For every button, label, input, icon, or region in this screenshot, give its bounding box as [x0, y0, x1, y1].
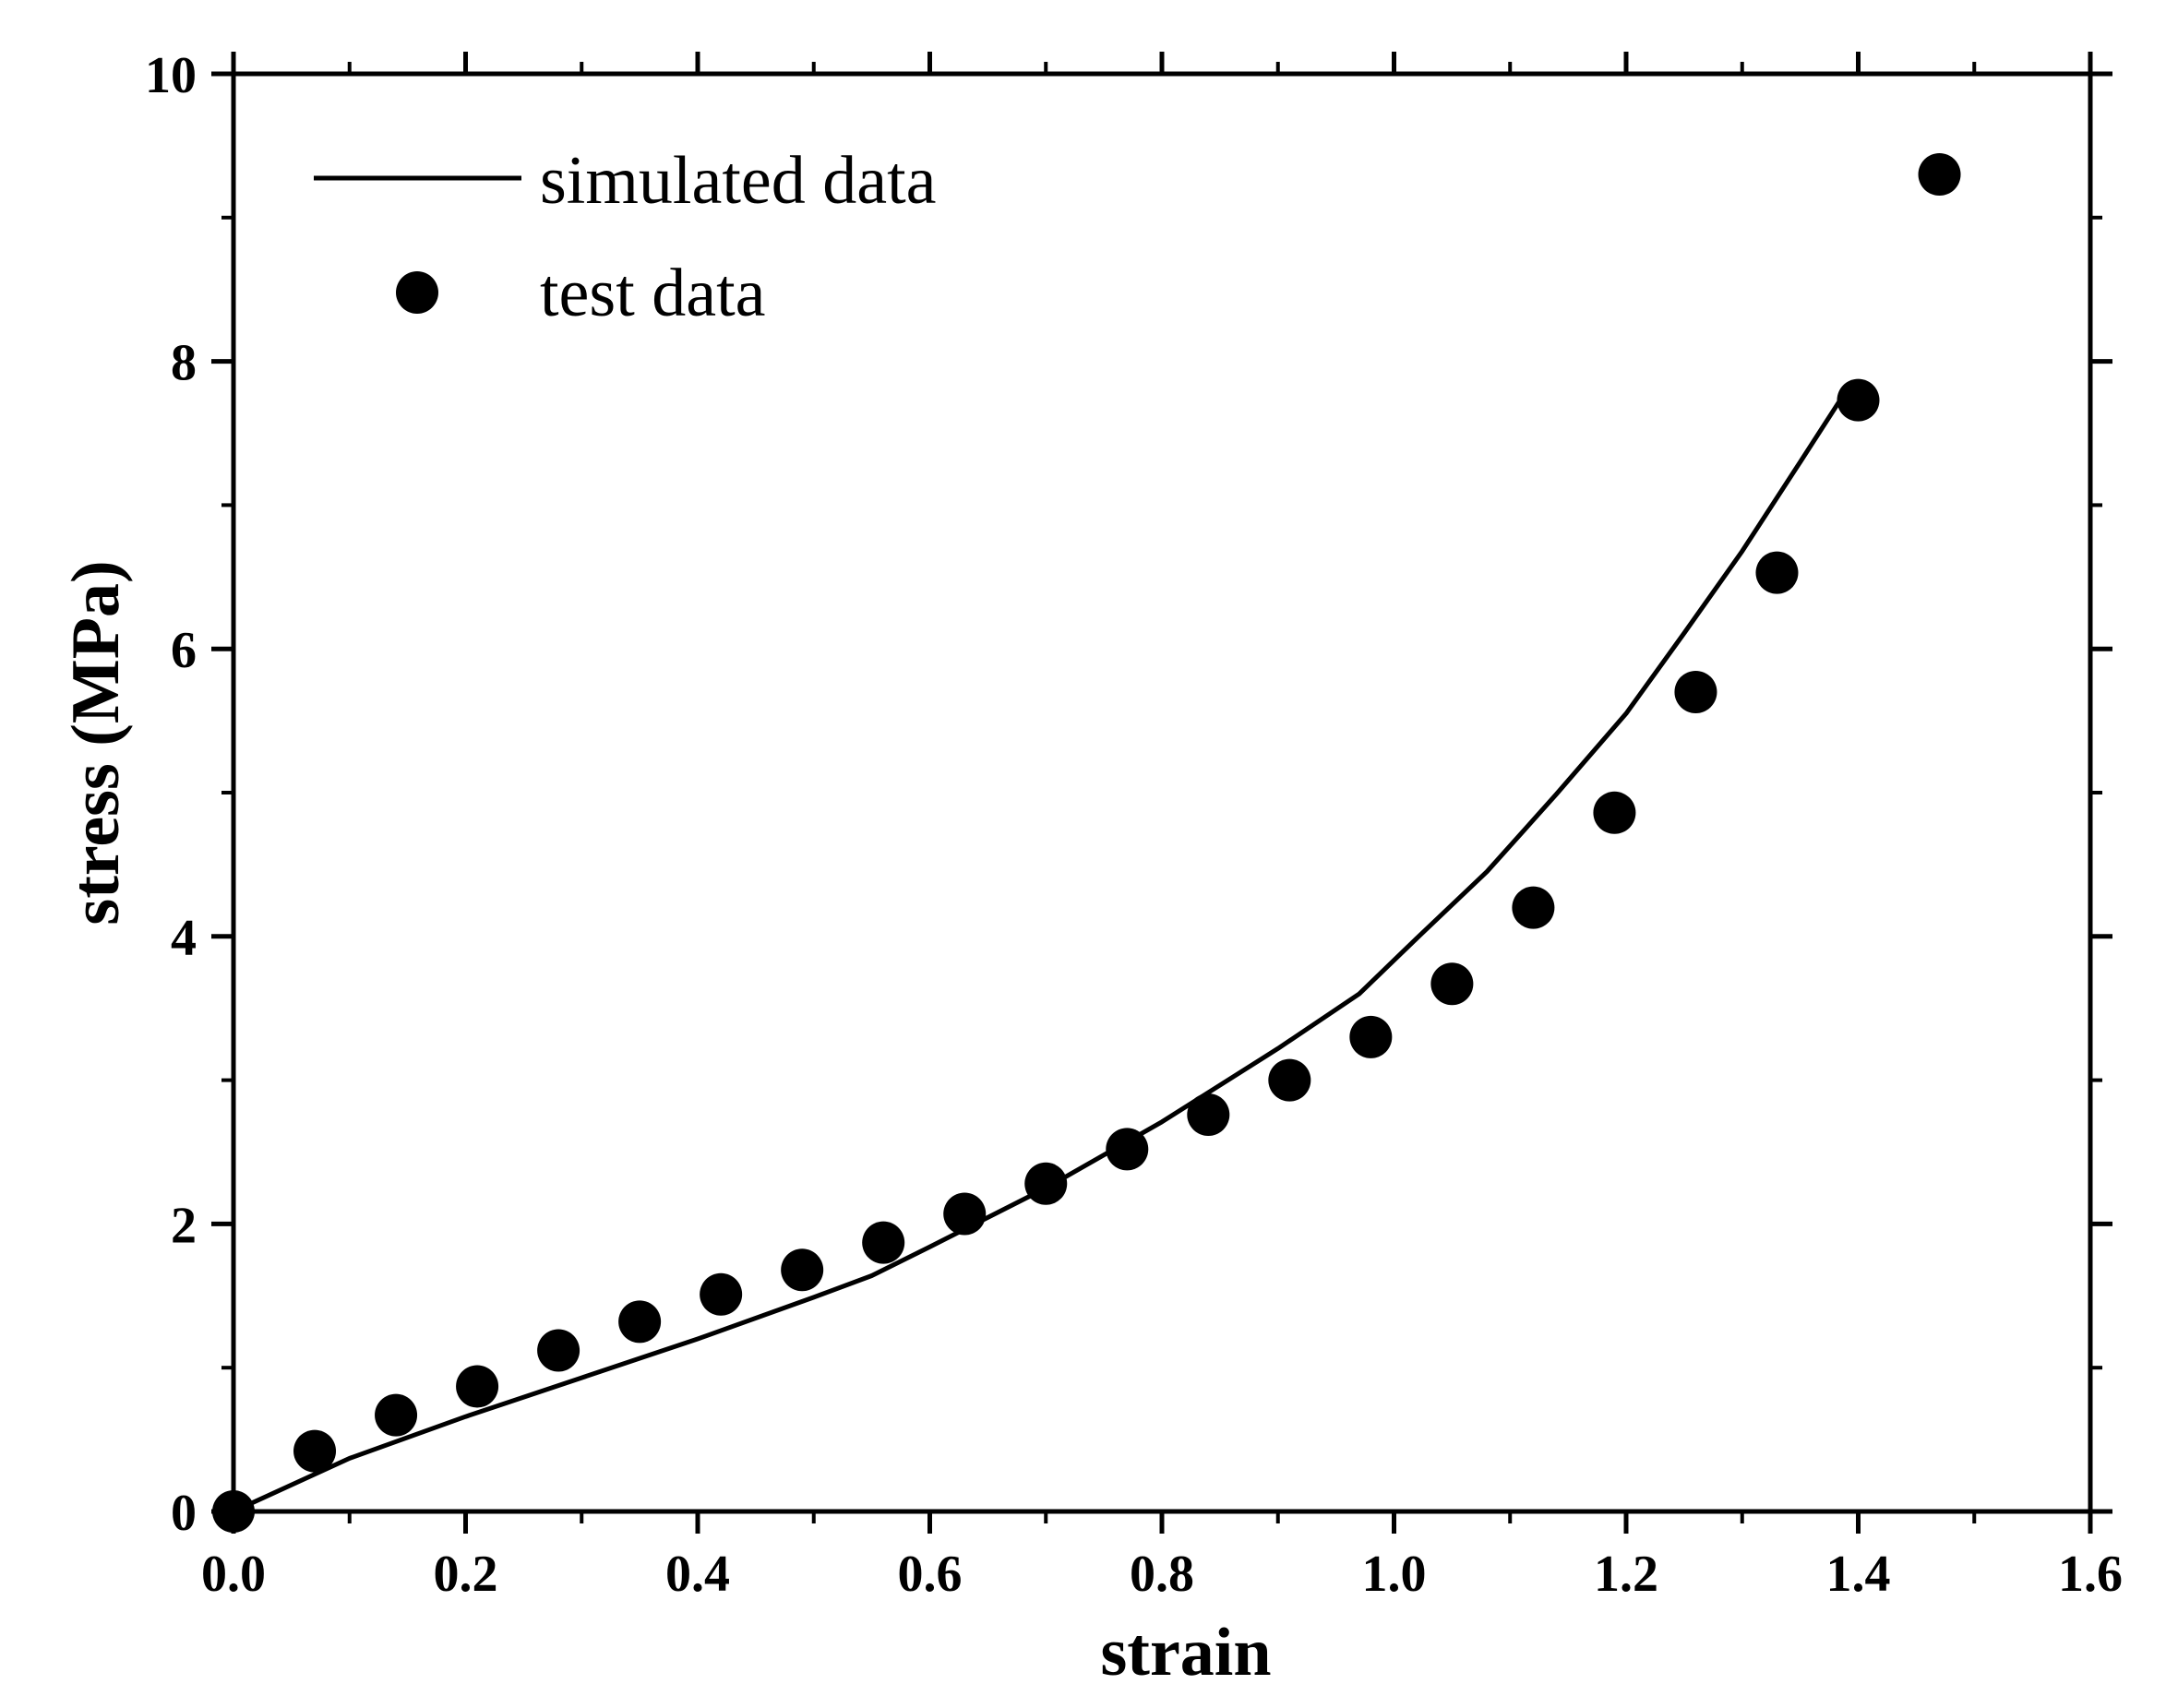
test-data-point — [1106, 1128, 1149, 1171]
legend-label-simulated: simulated data — [540, 143, 936, 219]
test-data-point — [293, 1429, 337, 1473]
test-data-point — [375, 1393, 418, 1437]
x-tick-label: 1.0 — [1362, 1546, 1427, 1603]
test-data-point — [700, 1272, 743, 1316]
x-tick-label: 0.8 — [1130, 1546, 1194, 1603]
plot-area — [212, 153, 1961, 1533]
test-data-point — [1024, 1162, 1068, 1205]
x-tick-label: 0.4 — [665, 1546, 730, 1603]
legend: simulated data test data — [314, 143, 936, 331]
test-data-point — [943, 1192, 987, 1236]
x-tick-label: 0.6 — [898, 1546, 963, 1603]
test-data-point — [1593, 791, 1636, 834]
test-data-point — [1755, 551, 1799, 594]
test-data-point — [781, 1248, 824, 1292]
test-data-point — [862, 1221, 905, 1264]
legend-marker-swatch — [396, 271, 438, 314]
test-data-point — [1349, 1015, 1393, 1058]
x-tick-label: 1.2 — [1594, 1546, 1658, 1603]
test-data-point — [1674, 670, 1717, 713]
axes: 0.0 0.2 0.4 0.6 0.8 1.0 1.2 1.4 1.6 0 2 4 6 8 10 — [145, 47, 2123, 1603]
y-axis-title: stress (MPa) — [58, 560, 134, 925]
x-tick-label: 1.6 — [2058, 1546, 2123, 1603]
test-data-point — [1430, 962, 1474, 1006]
test-data-point — [537, 1329, 580, 1372]
test-data-point — [1512, 886, 1555, 929]
x-axis-title: strain — [1101, 1615, 1272, 1690]
test-data-point — [1918, 153, 1961, 197]
test-data-point — [456, 1365, 499, 1408]
test-data-point — [1187, 1093, 1230, 1136]
y-tick-label: 4 — [171, 910, 197, 967]
legend-label-test: test data — [540, 256, 766, 331]
y-tick-label: 10 — [145, 47, 197, 104]
y-tick-label: 6 — [171, 622, 197, 679]
y-tick-label: 0 — [171, 1485, 197, 1542]
simulated-data-line — [232, 388, 1849, 1514]
test-data-point — [1268, 1058, 1311, 1102]
y-tick-label: 2 — [171, 1197, 197, 1254]
x-tick-label: 1.4 — [1826, 1546, 1891, 1603]
x-tick-label: 0.0 — [201, 1546, 266, 1603]
test-data-point — [618, 1300, 662, 1344]
y-tick-label: 8 — [171, 335, 197, 392]
x-tick-label: 0.2 — [434, 1546, 498, 1603]
test-data-point — [1837, 378, 1880, 422]
